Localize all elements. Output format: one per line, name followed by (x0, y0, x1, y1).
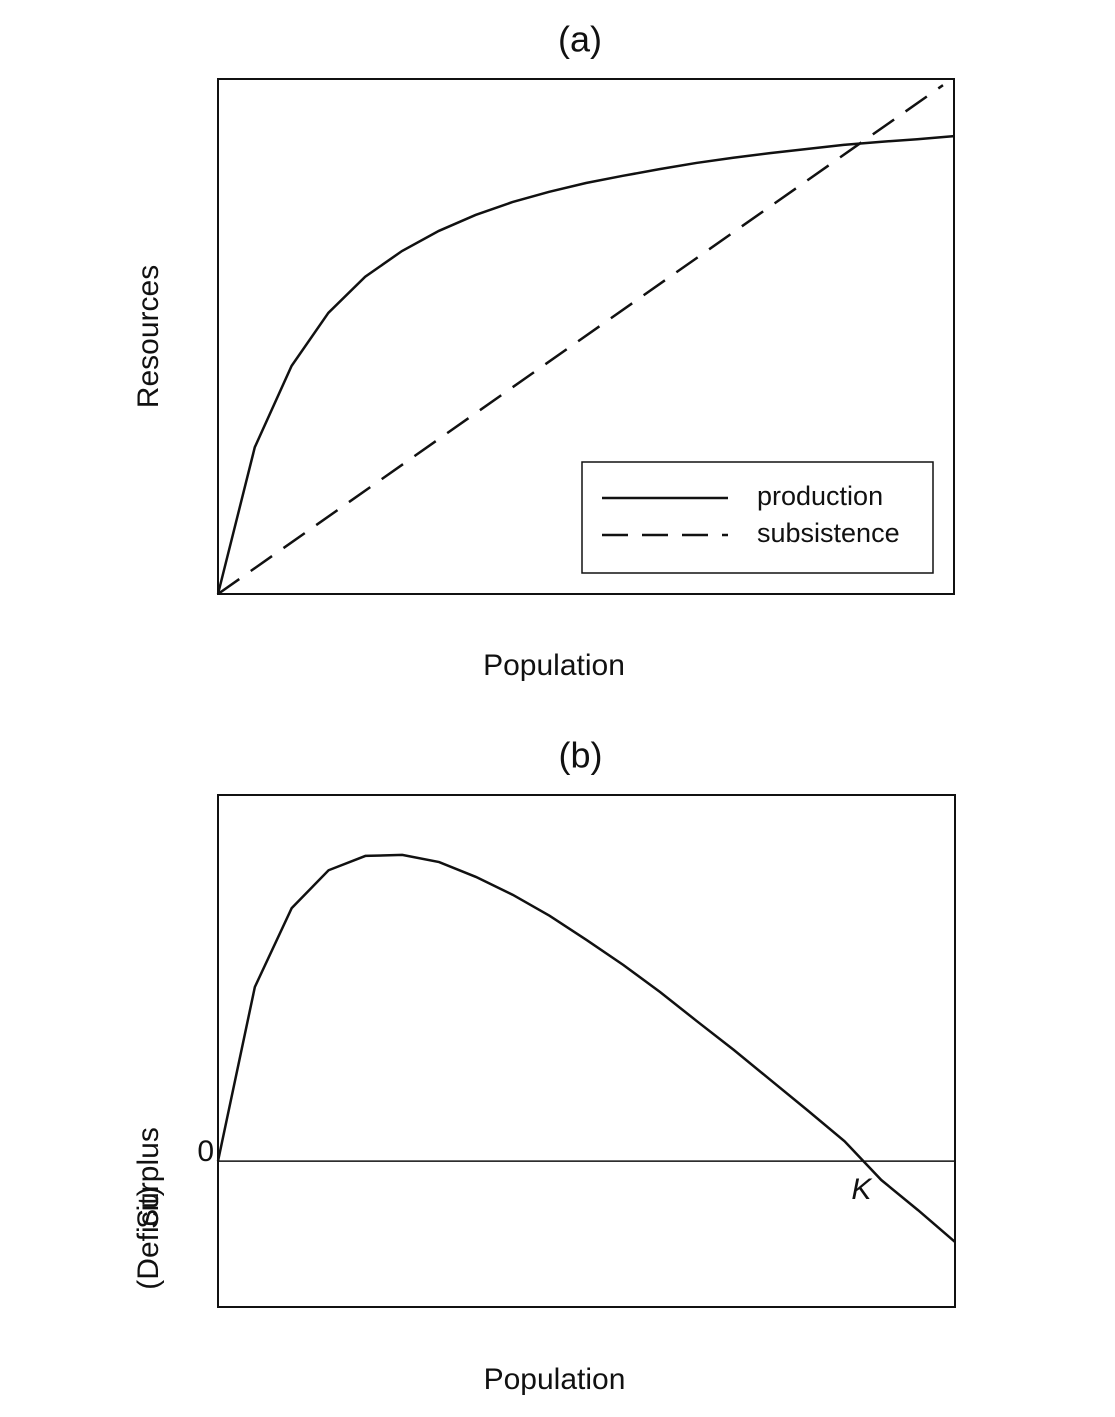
legend-label: production (757, 481, 883, 511)
y-axis-label: Surplus (132, 1127, 165, 1229)
line (217, 84, 944, 596)
line (216, 853, 956, 1243)
chart-title: (a) (558, 19, 602, 60)
legend-box (581, 461, 934, 574)
y-axis-label-negative: (Deficit) (132, 1186, 165, 1289)
plot-frame (217, 794, 956, 1308)
x-axis-label: Population (484, 1363, 626, 1396)
x-axis-label: Population (483, 649, 625, 682)
chart-title: (b) (559, 735, 603, 776)
y-axis-label: Resources (132, 265, 165, 408)
y-tick-label: 0 (197, 1135, 214, 1168)
legend-label: subsistence (757, 518, 900, 548)
annotation: K (851, 1173, 873, 1206)
line (216, 134, 955, 595)
plot-frame (217, 78, 955, 595)
